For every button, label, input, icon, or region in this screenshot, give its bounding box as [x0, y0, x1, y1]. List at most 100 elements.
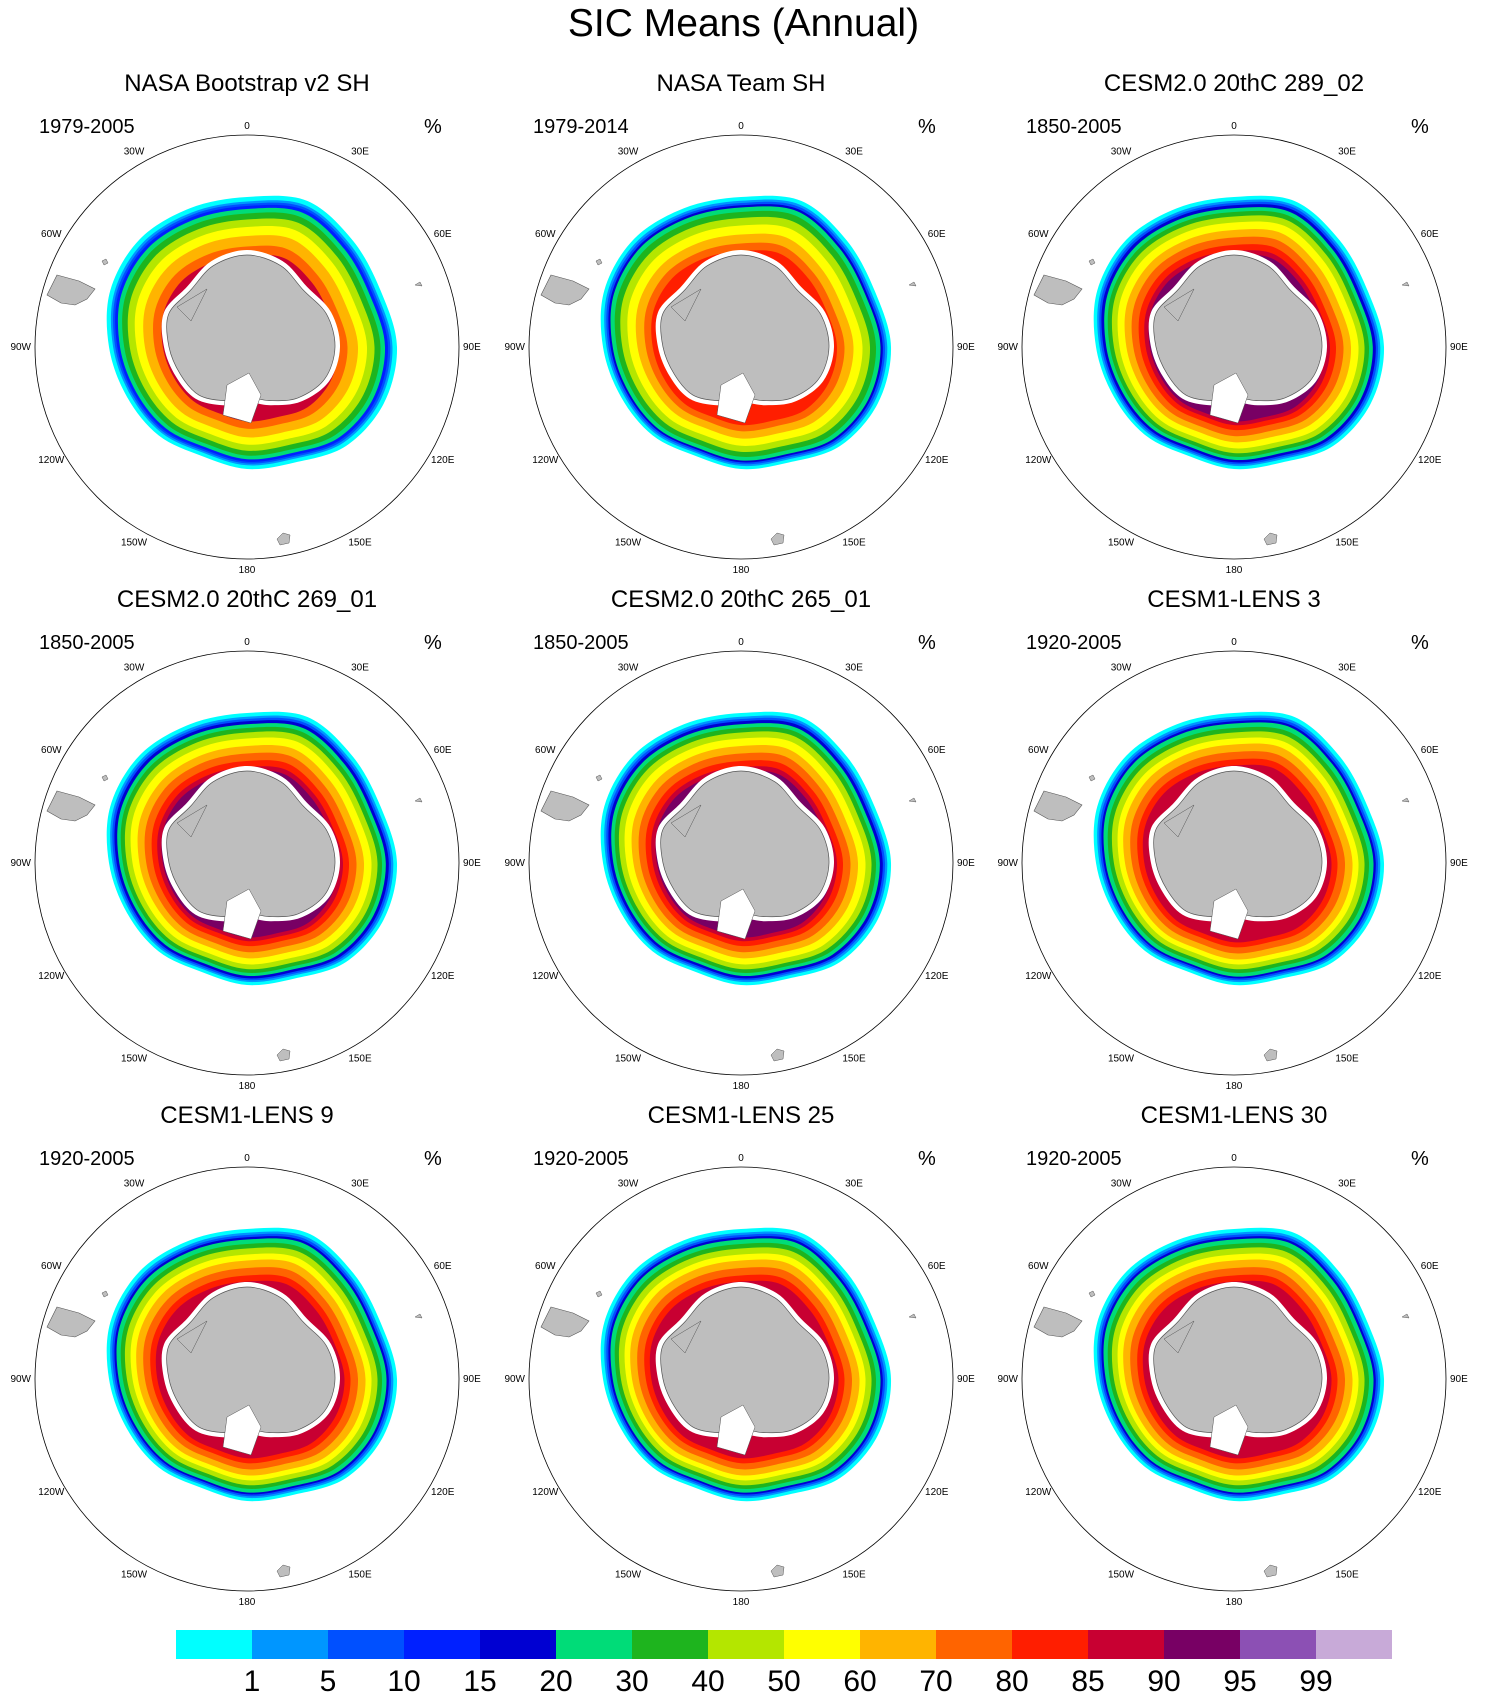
polar-map: 0 30E 60E 90E 120E 150E 180 150W 120W 90W 60W 30W [10, 1153, 481, 1608]
ross-ice-shelf [222, 372, 262, 424]
colorbar-swatch [328, 1630, 404, 1659]
island-land [595, 1290, 603, 1298]
lon-label: 90E [1450, 342, 1468, 353]
panel-unit: % [424, 632, 442, 654]
lon-label: 180 [239, 565, 256, 576]
lon-label: 60W [1028, 745, 1049, 756]
lon-label: 90W [10, 1374, 31, 1385]
new-zealand-land [1263, 532, 1278, 546]
lon-label: 150W [1108, 538, 1135, 549]
lon-label: 0 [1231, 121, 1237, 132]
south-america-land [46, 1306, 96, 1338]
panel-unit: % [1411, 1148, 1429, 1170]
colorbar-tick-label: 80 [995, 1665, 1029, 1698]
lon-label: 150E [842, 538, 866, 549]
lon-label: 180 [733, 1081, 750, 1092]
lon-label: 60W [1028, 229, 1049, 240]
panel-unit: % [918, 1148, 936, 1170]
lon-label: 150E [348, 538, 372, 549]
map-panel-cesm2-289: 0 30E 60E 90E 120E 150E 180 150W 120W 90W 60W 30W CE… [987, 70, 1481, 587]
colorbar-swatch [1164, 1630, 1240, 1659]
lon-label: 30E [1338, 146, 1356, 157]
lon-label: 0 [738, 1153, 744, 1164]
lon-label: 180 [239, 1597, 256, 1608]
weddell-coast [670, 288, 702, 322]
lon-label: 30E [351, 662, 369, 673]
lon-label: 180 [733, 565, 750, 576]
panel-period: 1850-2005 [533, 632, 629, 654]
lon-label: 150E [1335, 1054, 1359, 1065]
lon-label: 150W [1108, 1570, 1135, 1581]
lon-label: 30W [1111, 1178, 1132, 1189]
new-zealand-land [770, 532, 785, 546]
panel-title: CESM1-LENS 25 [647, 1102, 835, 1129]
colorbar-tick-label: 40 [691, 1665, 725, 1698]
island-land [101, 258, 109, 266]
island-land [414, 1313, 423, 1319]
panel-title: NASA Bootstrap v2 SH [124, 70, 370, 97]
island-land [1401, 797, 1410, 803]
ross-ice-shelf [222, 1404, 262, 1456]
new-zealand-land [770, 1564, 785, 1578]
lon-label: 120W [532, 971, 559, 982]
new-zealand-land [770, 1048, 785, 1062]
polar-map: 0 30E 60E 90E 120E 150E 180 150W 120W 90W 60W 30W [504, 1153, 975, 1608]
panel-period: 1920-2005 [1026, 1148, 1122, 1170]
lon-label: 120E [925, 971, 949, 982]
polar-map: 0 30E 60E 90E 120E 150E 180 150W 120W 90W 60W 30W [504, 121, 975, 576]
panel-title: CESM1-LENS 30 [1140, 1102, 1328, 1129]
colorbar-swatch [176, 1630, 252, 1659]
polar-map: 0 30E 60E 90E 120E 150E 180 150W 120W 90W 60W 30W [997, 637, 1468, 1092]
ross-ice-shelf [1209, 888, 1249, 940]
lon-label: 120W [38, 971, 65, 982]
south-america-land [1033, 1306, 1083, 1338]
lon-label: 90W [10, 858, 31, 869]
lon-label: 120W [1025, 971, 1052, 982]
lon-label: 30W [124, 662, 145, 673]
panel-unit: % [918, 632, 936, 654]
lon-label: 150E [842, 1054, 866, 1065]
lon-label: 120E [1418, 1487, 1442, 1498]
lon-label: 90E [463, 1374, 481, 1385]
lon-label: 60W [41, 1261, 62, 1272]
lon-label: 30E [351, 146, 369, 157]
lon-label: 90W [10, 342, 31, 353]
lon-label: 60W [41, 745, 62, 756]
new-zealand-land [276, 1048, 291, 1062]
colorbar-swatch [556, 1630, 632, 1659]
panel-period: 1979-2014 [533, 116, 629, 138]
lon-label: 90W [997, 342, 1018, 353]
lon-label: 90E [1450, 1374, 1468, 1385]
lon-label: 90E [463, 342, 481, 353]
weddell-coast [176, 288, 208, 322]
lon-label: 60E [1421, 229, 1439, 240]
lon-label: 60E [928, 745, 946, 756]
lon-label: 180 [239, 1081, 256, 1092]
south-america-land [46, 274, 96, 306]
colorbar-tick-label: 1 [243, 1665, 261, 1698]
map-panel-lens-3: 0 30E 60E 90E 120E 150E 180 150W 120W 90W 60W 30W CE… [987, 586, 1481, 1103]
lon-label: 150E [1335, 538, 1359, 549]
polar-map: 0 30E 60E 90E 120E 150E 180 150W 120W 90W 60W 30W [997, 1153, 1468, 1608]
island-land [595, 258, 603, 266]
map-panel-team: 0 30E 60E 90E 120E 150E 180 150W 120W 90W 60W 30W NA… [494, 70, 988, 587]
lon-label: 150W [121, 538, 148, 549]
lon-label: 30W [124, 146, 145, 157]
lon-label: 90E [957, 858, 975, 869]
panel-period: 1979-2005 [39, 116, 135, 138]
panel-title: CESM2.0 20thC 265_01 [610, 586, 872, 613]
panel-title: CESM1-LENS 9 [160, 1102, 334, 1129]
lon-label: 150E [1335, 1570, 1359, 1581]
ross-ice-shelf [222, 888, 262, 940]
panel-title: NASA Team SH [656, 70, 826, 97]
south-america-land [1033, 790, 1083, 822]
south-america-land [540, 1306, 590, 1338]
colorbar-tick-label: 50 [767, 1665, 801, 1698]
colorbar-tick-label: 5 [319, 1665, 337, 1698]
colorbar-swatch [1012, 1630, 1088, 1659]
island-land [101, 774, 109, 782]
lon-label: 0 [738, 637, 744, 648]
lon-label: 90W [504, 858, 525, 869]
lon-label: 0 [1231, 1153, 1237, 1164]
lon-label: 150W [615, 538, 642, 549]
